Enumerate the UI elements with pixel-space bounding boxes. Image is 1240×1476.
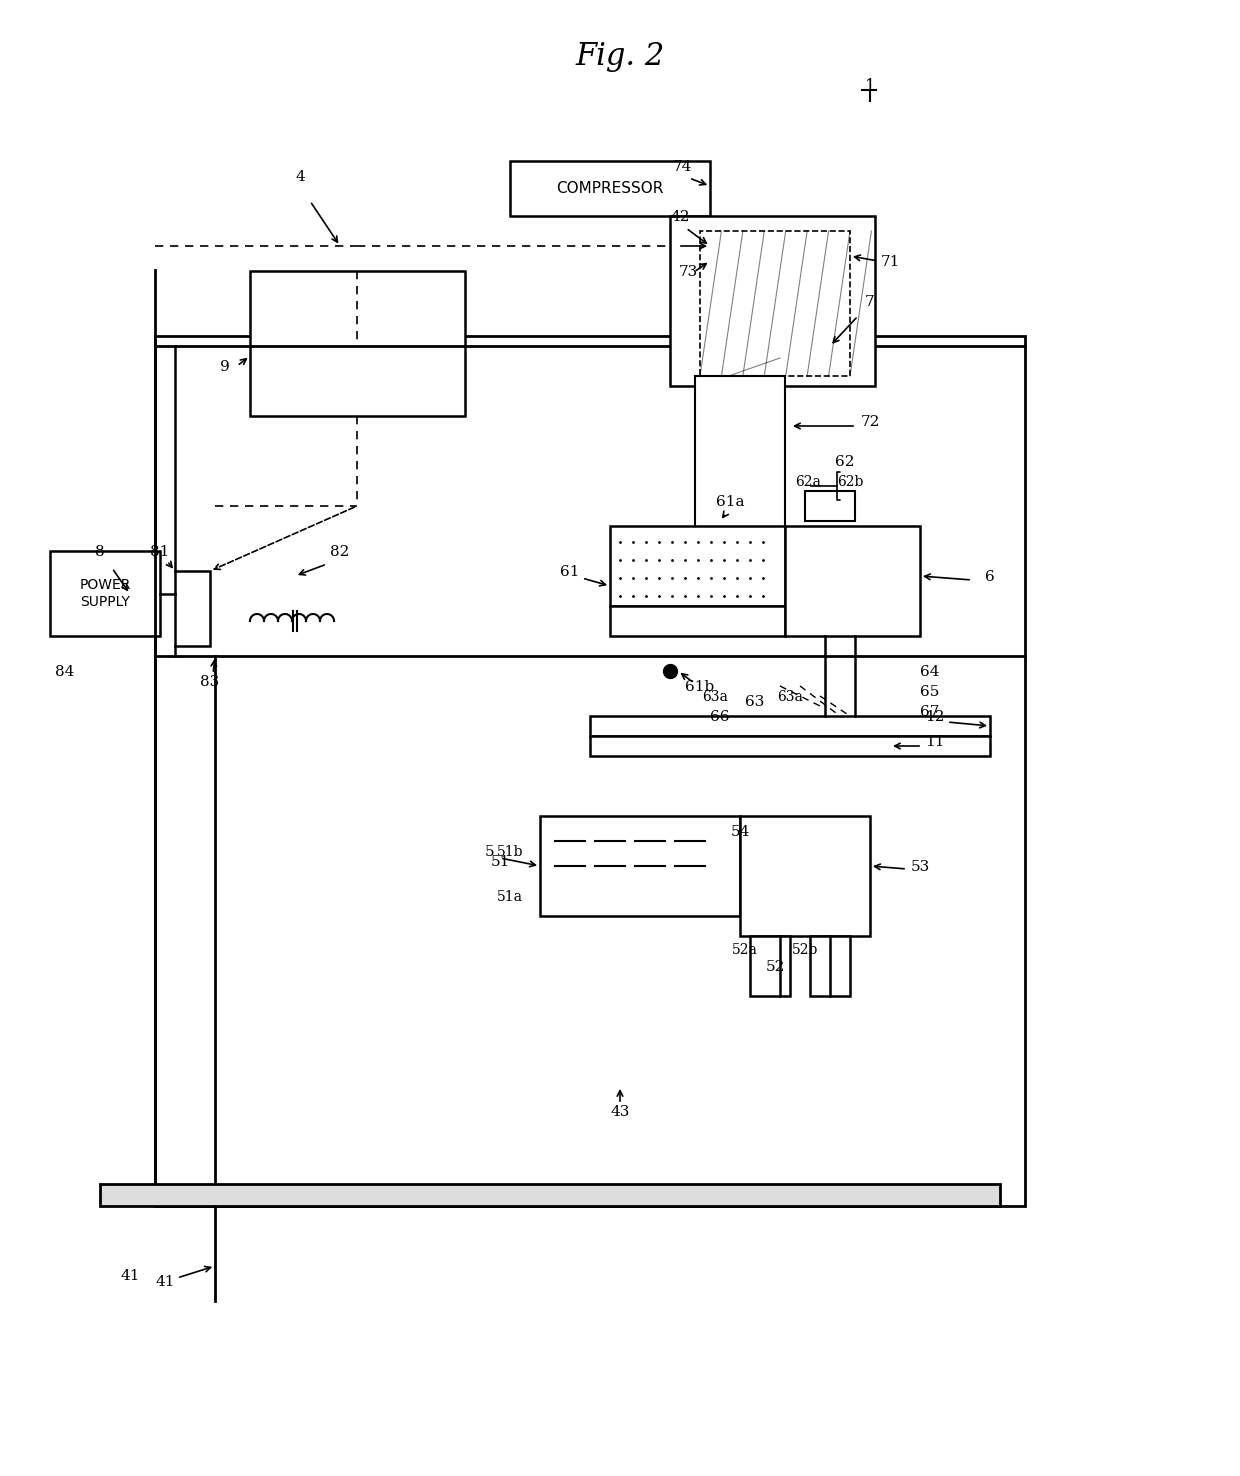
Text: 5: 5: [485, 844, 495, 859]
Text: 51b: 51b: [497, 844, 523, 859]
Text: 62a: 62a: [795, 475, 821, 489]
Text: 41: 41: [120, 1269, 140, 1283]
Bar: [155, 337, 1025, 1206]
Text: 65: 65: [920, 685, 940, 700]
Text: 63: 63: [745, 695, 765, 708]
Bar: [610, 607, 785, 636]
Text: 1: 1: [864, 78, 875, 94]
Text: 63a: 63a: [702, 689, 728, 704]
Bar: [805, 492, 856, 521]
Bar: [50, 551, 160, 636]
Bar: [740, 816, 870, 936]
Text: 61b: 61b: [686, 680, 714, 694]
Text: 83: 83: [201, 675, 219, 689]
Bar: [510, 161, 711, 215]
Bar: [701, 387, 780, 525]
Bar: [785, 525, 920, 636]
Text: 51: 51: [490, 855, 510, 869]
Text: 67: 67: [920, 706, 940, 719]
Bar: [810, 936, 849, 996]
Text: 41: 41: [155, 1275, 175, 1289]
Text: 11: 11: [925, 735, 945, 748]
Text: 66: 66: [711, 710, 730, 725]
Bar: [701, 232, 849, 376]
Text: 9: 9: [221, 360, 229, 373]
Text: 52b: 52b: [792, 943, 818, 956]
Bar: [610, 525, 785, 607]
Bar: [539, 816, 740, 917]
Text: 8: 8: [95, 545, 105, 559]
Text: 64: 64: [920, 666, 940, 679]
Bar: [590, 716, 990, 737]
Text: 84: 84: [56, 666, 74, 679]
Bar: [175, 571, 210, 646]
Bar: [750, 936, 790, 996]
Text: 53: 53: [910, 861, 930, 874]
Text: Fig. 2: Fig. 2: [575, 40, 665, 71]
Text: 52: 52: [765, 959, 785, 974]
Text: 54: 54: [730, 825, 750, 838]
Text: 72: 72: [861, 415, 879, 430]
Text: 74: 74: [672, 159, 692, 174]
Text: 43: 43: [610, 1106, 630, 1119]
Text: 81: 81: [150, 545, 170, 559]
Text: POWER
SUPPLY: POWER SUPPLY: [79, 579, 130, 608]
Bar: [250, 272, 465, 416]
Text: 51a: 51a: [497, 890, 523, 903]
Text: 4: 4: [295, 170, 305, 184]
Text: 6: 6: [985, 570, 994, 584]
Bar: [100, 1184, 999, 1206]
Text: 61a: 61a: [715, 494, 744, 509]
Text: 82: 82: [330, 545, 350, 559]
Text: 62b: 62b: [837, 475, 863, 489]
Text: 42: 42: [671, 210, 689, 224]
Text: COMPRESSOR: COMPRESSOR: [557, 182, 663, 196]
Bar: [590, 737, 990, 756]
Text: 61: 61: [560, 565, 580, 579]
Text: 62: 62: [836, 455, 854, 469]
Text: 63a: 63a: [777, 689, 804, 704]
Text: 52a: 52a: [732, 943, 758, 956]
Text: 71: 71: [880, 255, 900, 269]
Bar: [694, 376, 785, 536]
Text: 73: 73: [678, 266, 698, 279]
Text: 12: 12: [925, 710, 945, 725]
Text: 7: 7: [866, 295, 874, 308]
Bar: [670, 215, 875, 387]
